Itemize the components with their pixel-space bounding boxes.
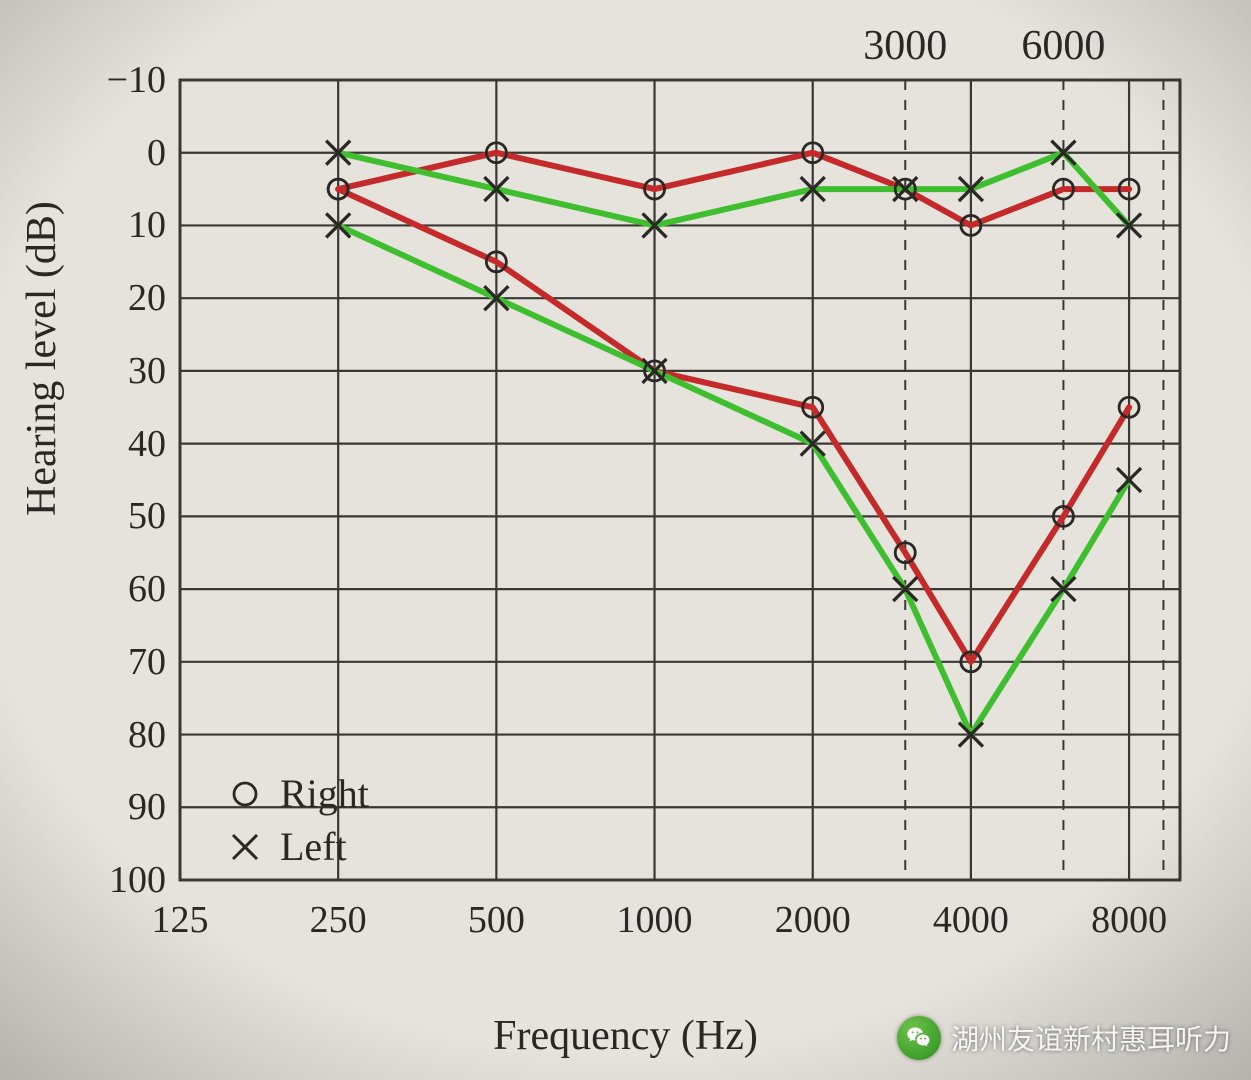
x-marker-icon	[228, 830, 262, 864]
x-axis-label: Frequency (Hz)	[493, 1012, 758, 1060]
legend-label: Right	[280, 770, 369, 817]
wechat-icon	[897, 1016, 941, 1060]
y-tick-label: 30	[128, 349, 166, 393]
y-tick-label: 40	[128, 422, 166, 466]
legend-item: Right	[228, 770, 369, 817]
x-tick-label: 4000	[933, 898, 1009, 942]
x-tick-label: 250	[310, 898, 367, 942]
top-tick-label: 3000	[863, 22, 947, 70]
y-tick-label: 0	[147, 131, 166, 175]
circle-marker-icon	[228, 777, 262, 811]
legend-item: Left	[228, 823, 369, 870]
legend: Right Left	[228, 770, 369, 876]
y-tick-label: 60	[128, 567, 166, 611]
y-tick-label: 90	[128, 785, 166, 829]
y-tick-label: −10	[107, 58, 166, 102]
y-axis-label: Hearing level (dB)	[18, 201, 66, 516]
x-tick-label: 125	[152, 898, 209, 942]
y-tick-label: 50	[128, 494, 166, 538]
y-tick-label: 70	[128, 640, 166, 684]
watermark-text: 湖州友谊新村惠耳听力	[951, 1018, 1231, 1058]
x-tick-label: 2000	[775, 898, 851, 942]
x-tick-label: 1000	[617, 898, 693, 942]
watermark: 湖州友谊新村惠耳听力	[897, 1016, 1231, 1060]
y-tick-label: 80	[128, 713, 166, 757]
legend-label: Left	[280, 823, 347, 870]
y-tick-label: 10	[128, 203, 166, 247]
audiogram-chart: Hearing level (dB) Frequency (Hz) −10 0 10…	[0, 0, 1251, 1080]
x-tick-label: 8000	[1091, 898, 1167, 942]
x-tick-label: 500	[468, 898, 525, 942]
top-tick-label: 6000	[1021, 22, 1105, 70]
y-tick-label: 20	[128, 276, 166, 320]
y-tick-label: 100	[109, 858, 166, 902]
